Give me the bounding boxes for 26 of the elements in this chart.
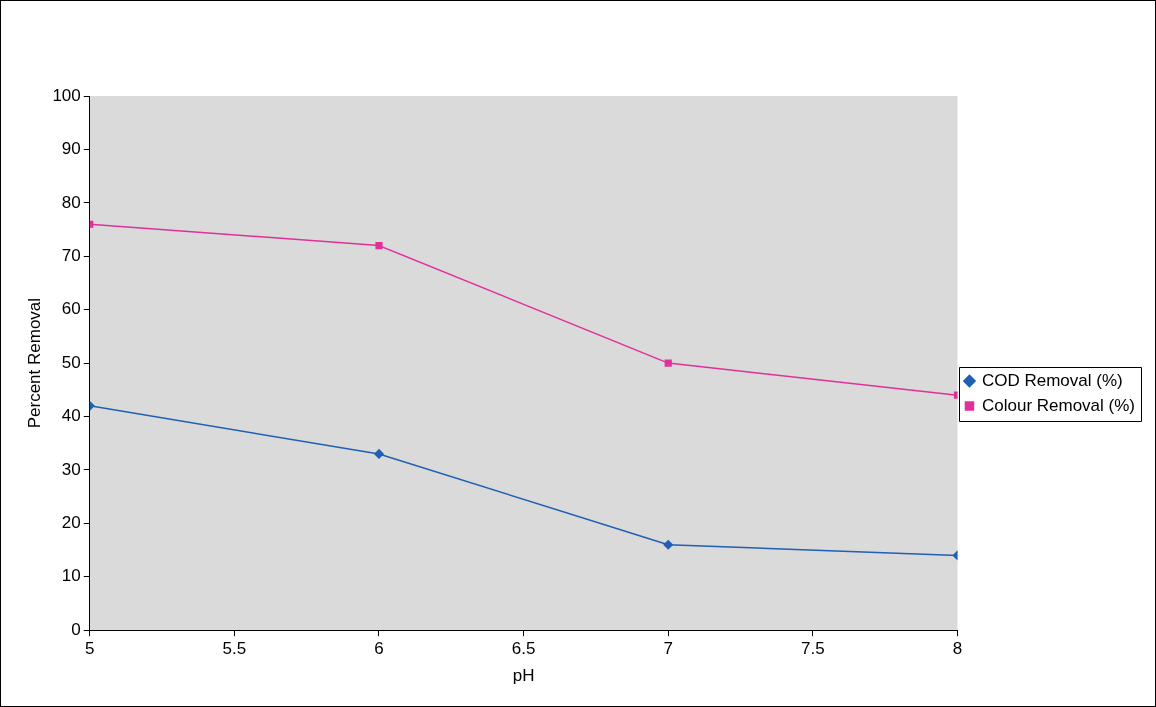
- y-tick-label: 90: [61, 139, 81, 159]
- y-tick-label: 0: [71, 619, 81, 639]
- x-tick-label: 7: [663, 639, 673, 659]
- point: [663, 539, 673, 550]
- point: [664, 359, 672, 367]
- x-tick-label: 6.5: [511, 639, 536, 659]
- y-tick-label: 60: [61, 299, 81, 319]
- y-tick-label: 80: [61, 192, 81, 212]
- y-tick-label: 40: [61, 406, 81, 426]
- legend-label: Colour Removal (%): [981, 395, 1136, 415]
- legend-label: COD Removal (%): [981, 370, 1123, 390]
- x-tick-label: 7.5: [801, 639, 825, 659]
- y-tick-label: 50: [61, 352, 81, 372]
- x-tick-label: 5: [85, 639, 95, 659]
- y-tick-label: 70: [61, 245, 81, 265]
- y-tick-label: 10: [61, 566, 81, 586]
- y-axis-title: Percent Removal: [24, 297, 44, 429]
- y-tick-label: 20: [61, 513, 81, 533]
- point: [374, 449, 384, 459]
- point: [375, 242, 383, 250]
- x-tick-label: 5.5: [222, 639, 247, 659]
- y-tick-label: 100: [52, 85, 81, 105]
- y-tick-label: 30: [61, 459, 81, 479]
- x-axis-title: pH: [512, 666, 535, 686]
- x-tick-label: 8: [952, 639, 963, 659]
- x-tick-label: 6: [374, 639, 384, 659]
